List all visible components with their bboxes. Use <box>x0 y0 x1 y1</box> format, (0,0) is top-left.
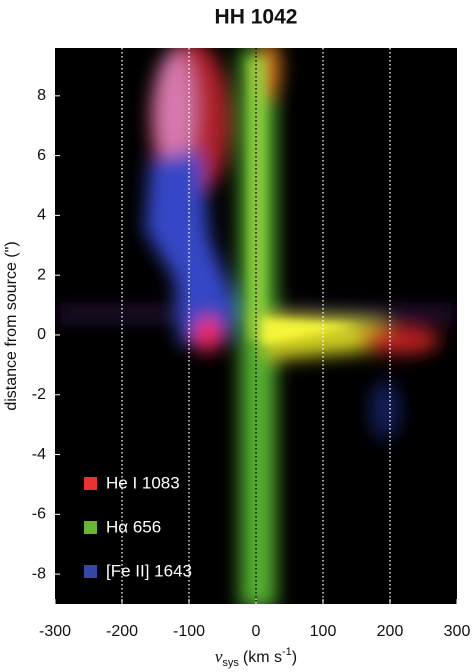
y-axis-label: distance from source (") <box>3 241 20 410</box>
legend-swatch <box>84 477 97 490</box>
legend-label: [Fe II] 1643 <box>106 561 192 580</box>
y-tick-label: 6 <box>37 147 46 164</box>
y-tick-label: -4 <box>32 446 46 463</box>
x-tick-label: 300 <box>444 623 471 640</box>
y-tick-label: 2 <box>37 266 46 283</box>
y-tick-label: 8 <box>37 87 46 104</box>
x-tick-label: -300 <box>39 623 71 640</box>
x-axis-label: vsys (km s-1) <box>215 646 297 669</box>
y-tick-label: -6 <box>32 506 46 523</box>
legend-label: Hα 656 <box>106 517 161 536</box>
x-tick-label: -100 <box>173 623 205 640</box>
legend-swatch <box>84 565 97 578</box>
x-tick-label: -200 <box>106 623 138 640</box>
x-tick-label: 0 <box>252 623 261 640</box>
legend-swatch <box>84 521 97 534</box>
y-tick-label: 4 <box>37 207 46 224</box>
y-tick-label: 0 <box>37 326 46 343</box>
x-tick-label: 100 <box>310 623 337 640</box>
x-tick-label: 200 <box>377 623 404 640</box>
chart-title: HH 1042 <box>215 6 298 29</box>
legend-label: He I 1083 <box>106 473 180 492</box>
y-tick-label: -8 <box>32 565 46 582</box>
y-tick-label: -2 <box>32 386 46 403</box>
